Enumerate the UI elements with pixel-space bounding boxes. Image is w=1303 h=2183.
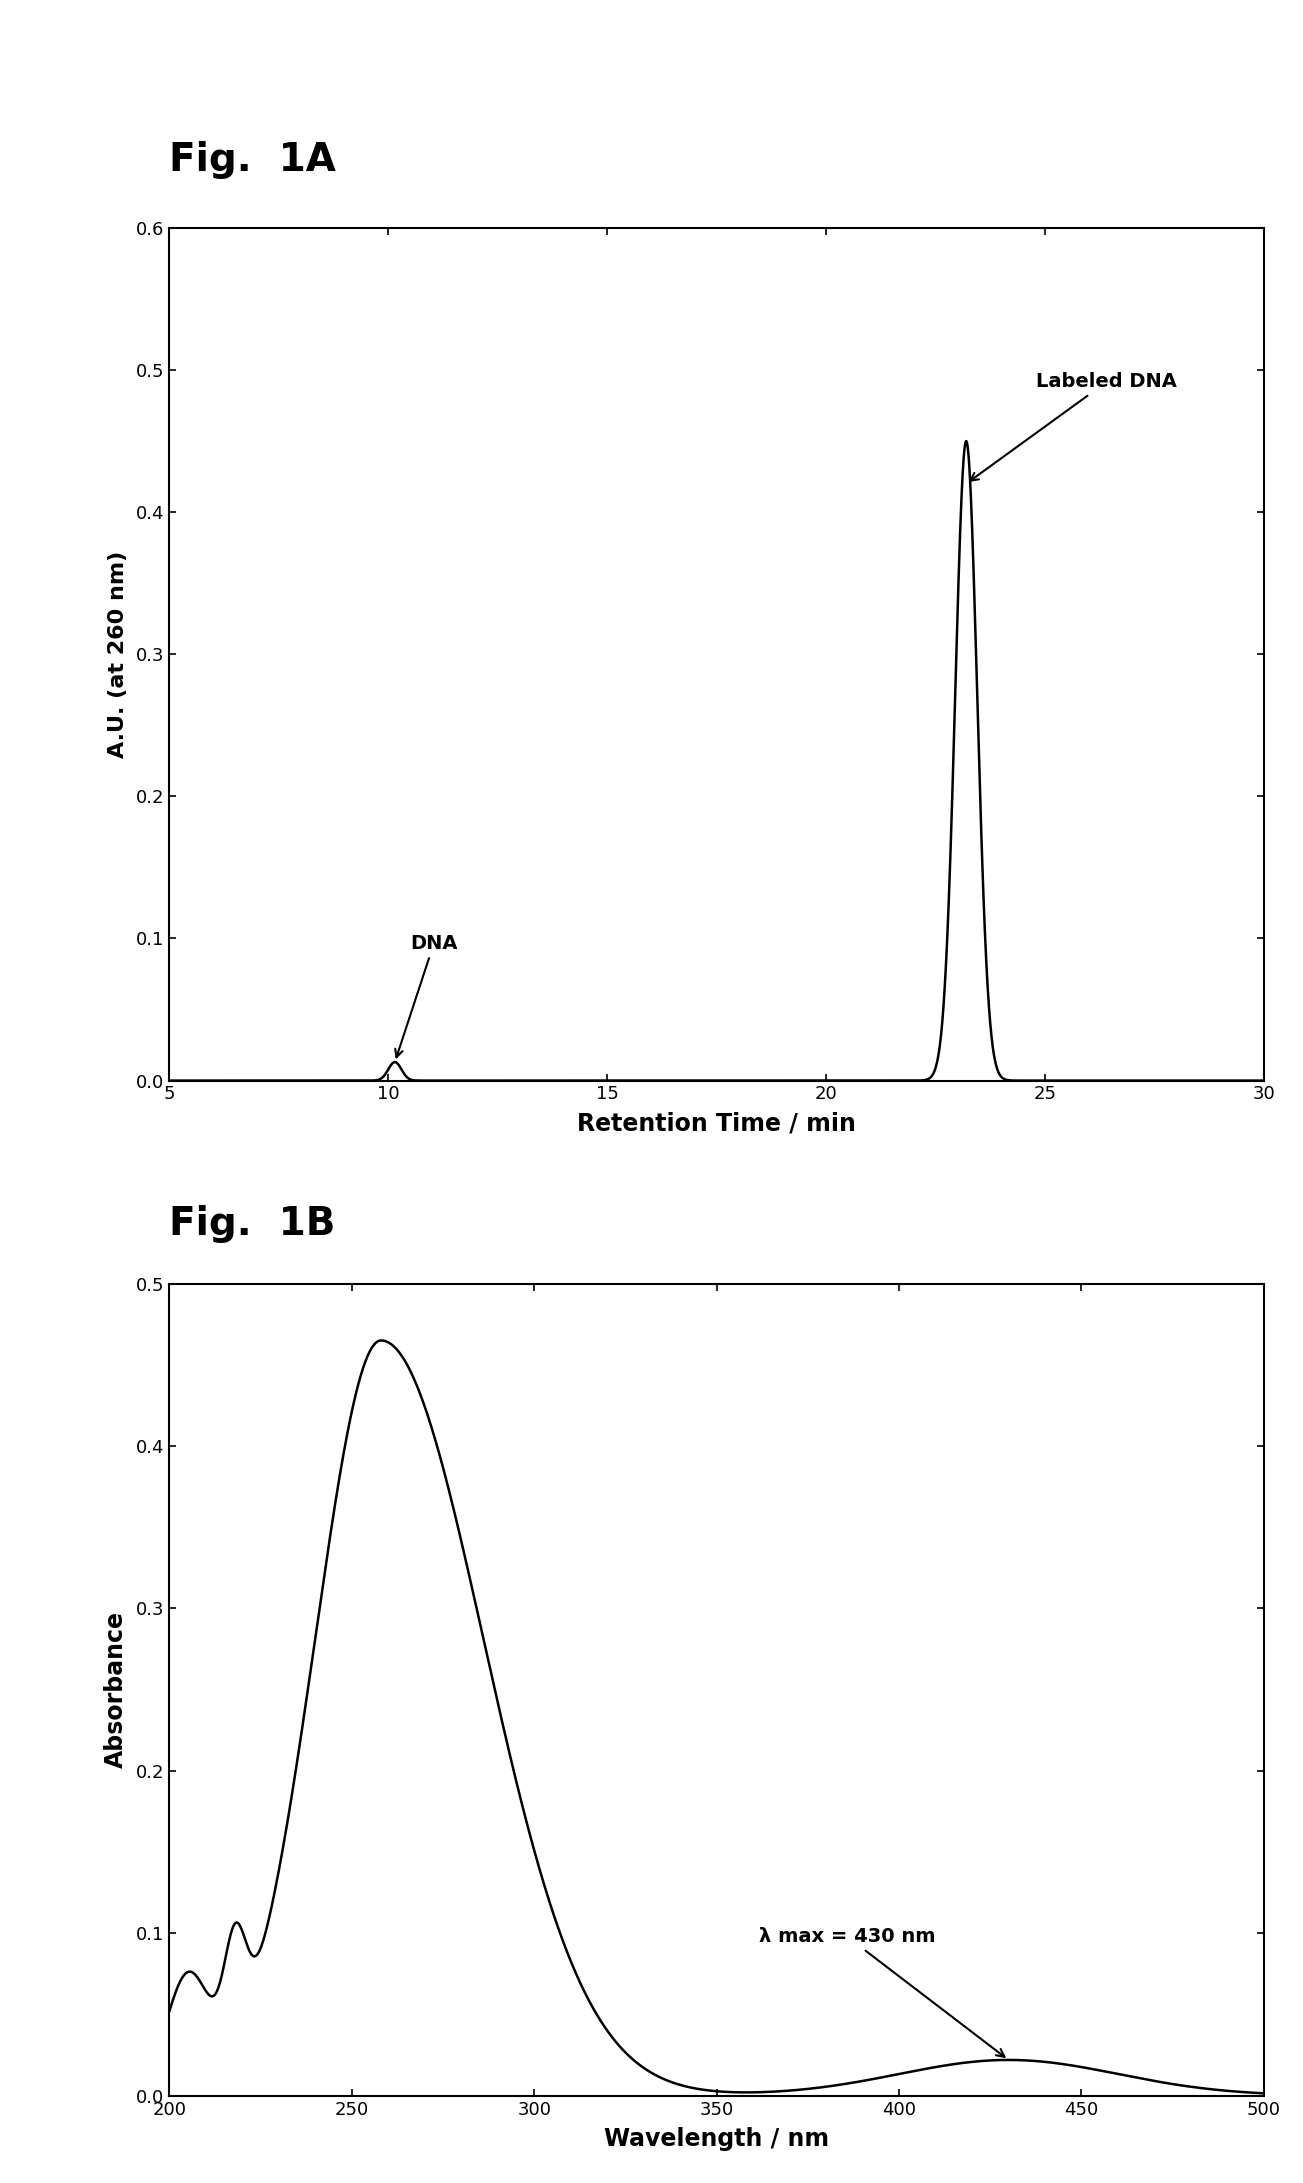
Text: Fig.  1A: Fig. 1A <box>169 142 336 179</box>
Y-axis label: Absorbance: Absorbance <box>104 1611 128 1768</box>
X-axis label: Wavelength / nm: Wavelength / nm <box>605 2126 829 2150</box>
Text: Fig.  1B: Fig. 1B <box>169 1205 336 1242</box>
Text: Labeled DNA: Labeled DNA <box>971 373 1177 480</box>
Text: λ max = 430 nm: λ max = 430 nm <box>760 1928 1005 2056</box>
Y-axis label: A.U. (at 260 nm): A.U. (at 260 nm) <box>108 550 128 758</box>
Text: DNA: DNA <box>395 934 457 1057</box>
X-axis label: Retention Time / min: Retention Time / min <box>577 1111 856 1135</box>
